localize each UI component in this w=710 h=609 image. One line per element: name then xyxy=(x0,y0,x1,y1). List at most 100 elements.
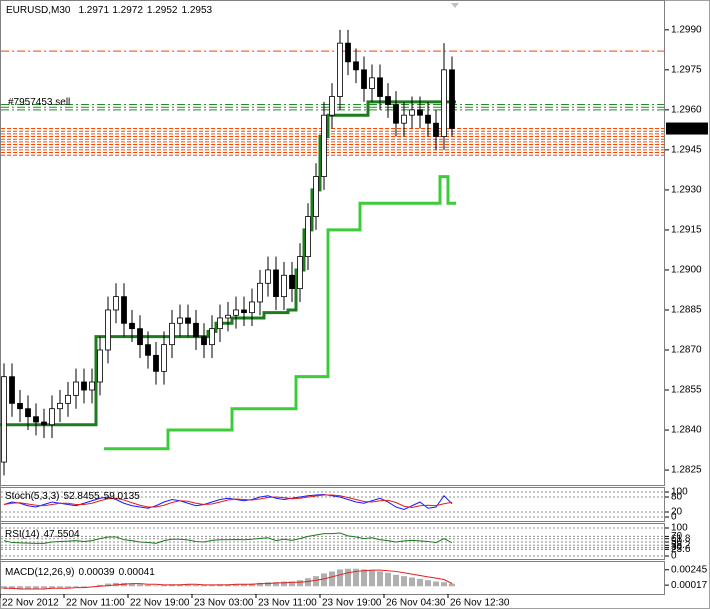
candle-body xyxy=(345,42,351,63)
candle-body xyxy=(353,61,359,71)
candle-body xyxy=(313,176,319,217)
macd-bar xyxy=(17,586,23,589)
candle-body xyxy=(241,309,247,314)
macd-bar xyxy=(161,584,167,587)
symbol: EURUSD,M30 xyxy=(6,5,71,16)
macd-bar xyxy=(353,568,359,587)
y-tick-label: 1.2840 xyxy=(671,425,702,436)
candle-body xyxy=(113,296,119,311)
candle-body xyxy=(393,104,399,124)
candle-body xyxy=(41,421,47,426)
macd-bar xyxy=(57,586,63,588)
price-box xyxy=(666,122,708,135)
macd-bar xyxy=(193,584,199,587)
step-line xyxy=(104,175,456,451)
candle-body xyxy=(145,344,151,356)
y-tick-label: 1.2945 xyxy=(671,145,702,156)
y-tick-label: 20 xyxy=(671,507,683,518)
candle-body xyxy=(33,416,39,423)
header-value: 1.2971 xyxy=(78,5,109,16)
macd-bar xyxy=(9,586,15,589)
candle-body xyxy=(137,328,143,346)
y-tick-label: 1.2990 xyxy=(671,24,702,35)
macd-bar xyxy=(153,585,159,587)
candle-body xyxy=(425,114,431,124)
y-tick-label: 1.2870 xyxy=(671,345,702,356)
candle-body xyxy=(257,282,263,303)
macd-bar xyxy=(265,582,271,587)
y-tick-label: 100 xyxy=(671,523,688,534)
candle-body xyxy=(73,381,79,396)
macd-bar xyxy=(321,573,327,587)
macd-bar xyxy=(201,584,207,587)
macd-bar xyxy=(209,584,215,587)
macd-bar xyxy=(33,586,39,589)
macd-bar xyxy=(281,581,287,587)
y-tick-label: 0 xyxy=(671,551,677,562)
x-tick-label: 23 Nov 03:00 xyxy=(194,598,254,609)
candle-body xyxy=(9,376,15,404)
macd-bar xyxy=(425,580,431,587)
y-tick-label: 1.2915 xyxy=(671,225,702,236)
macd-bar xyxy=(105,583,111,587)
main-panel xyxy=(0,0,665,486)
y-tick-label: 70 xyxy=(671,531,683,542)
macd-bar xyxy=(49,586,55,589)
stoch-panel xyxy=(0,487,665,522)
macd-bar xyxy=(345,568,351,587)
macd-bar xyxy=(273,582,279,587)
candle-body xyxy=(265,269,271,284)
candle-body xyxy=(25,408,31,418)
macd-bar xyxy=(297,580,303,587)
macd-bar xyxy=(361,569,367,587)
macd-signal xyxy=(4,569,453,590)
macd-bar xyxy=(409,577,415,587)
macd-bar xyxy=(441,582,447,587)
macd-bar xyxy=(337,569,343,587)
macd-bar xyxy=(401,576,407,587)
macd-bar xyxy=(257,582,263,587)
header-value: 1.2972 xyxy=(112,5,143,16)
candle-body xyxy=(185,317,191,324)
x-tick-label: 23 Nov 19:00 xyxy=(322,598,382,609)
candle-body xyxy=(289,274,295,290)
macd-bar xyxy=(233,584,239,587)
candle-body xyxy=(153,354,159,372)
price-box-label: 1.2953 xyxy=(671,123,702,134)
indicator-label: RSI(14) 47.5504 xyxy=(5,529,80,540)
candle-body xyxy=(105,309,111,351)
y-tick-label: 50 xyxy=(671,537,683,548)
y-tick-label: 1.2900 xyxy=(671,265,702,276)
y-tick-label: 0.00245 xyxy=(671,564,708,575)
order-label: #7957453 sell xyxy=(8,97,70,108)
candle-body xyxy=(209,328,215,346)
macd-panel xyxy=(0,561,665,595)
y-tick-label: 61.8 xyxy=(671,533,691,544)
candle-body xyxy=(57,402,63,410)
indicator-value: 0.00039 xyxy=(78,567,115,578)
y-tick-label: 23.6 xyxy=(671,544,691,555)
indicator-value: 52.8455 xyxy=(63,491,100,502)
candle-body xyxy=(233,309,239,316)
y-tick-label: 1.2885 xyxy=(671,305,702,316)
shift-marker xyxy=(451,3,459,8)
indicator-value: 0.00041 xyxy=(119,567,156,578)
y-tick-label: 1.2930 xyxy=(671,185,702,196)
y-tick-label: 0 xyxy=(671,512,677,523)
candle-body xyxy=(273,269,279,298)
indicator-line xyxy=(3,494,453,509)
candle-body xyxy=(121,296,127,324)
candle-body xyxy=(89,381,95,391)
macd-bar xyxy=(185,584,191,587)
indicator-value: 47.5504 xyxy=(43,529,80,540)
candle-body xyxy=(161,344,167,372)
candle-body xyxy=(417,109,423,116)
candle-body xyxy=(225,314,231,319)
y-tick-label: 1.2855 xyxy=(671,385,702,396)
indicator-line xyxy=(3,532,453,544)
indicator-label: Stoch(5,3,3) 52.8455 59.0135 xyxy=(5,491,140,502)
macd-bar xyxy=(97,584,103,587)
macd-bar xyxy=(449,583,455,587)
